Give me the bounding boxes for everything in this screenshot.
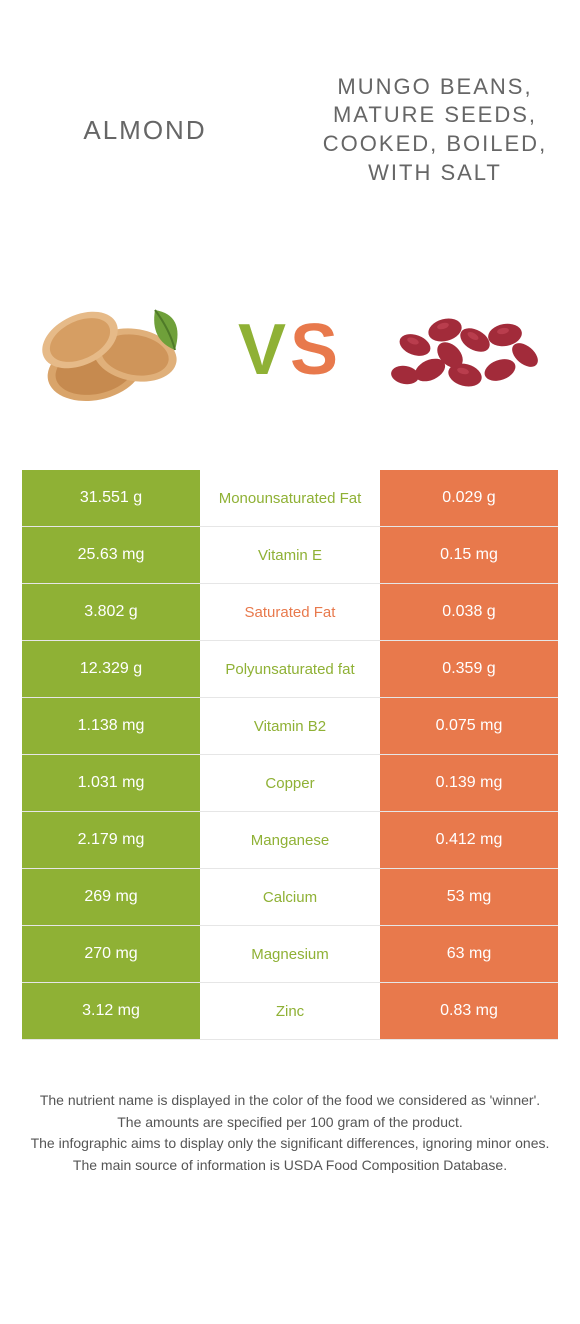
food-title-right: Mungo beans, mature seeds, cooked, boile… (310, 73, 560, 187)
nutrient-name: Monounsaturated Fat (200, 470, 380, 526)
nutrient-row: 3.12 mgZinc0.83 mg (22, 983, 558, 1040)
nutrient-row: 3.802 gSaturated Fat0.038 g (22, 584, 558, 641)
nutrient-name: Zinc (200, 983, 380, 1039)
nutrient-table: 31.551 gMonounsaturated Fat0.029 g25.63 … (0, 440, 580, 1040)
right-value: 53 mg (380, 869, 558, 925)
nutrient-row: 12.329 gPolyunsaturated fat0.359 g (22, 641, 558, 698)
footer-line-4: The main source of information is USDA F… (28, 1155, 552, 1177)
right-value: 0.139 mg (380, 755, 558, 811)
right-value: 0.83 mg (380, 983, 558, 1039)
nutrient-name: Calcium (200, 869, 380, 925)
left-value: 270 mg (22, 926, 200, 982)
left-value: 12.329 g (22, 641, 200, 697)
titles-row: Almond Mungo beans, mature seeds, cooked… (0, 0, 580, 260)
nutrient-row: 31.551 gMonounsaturated Fat0.029 g (22, 470, 558, 527)
left-value: 1.138 mg (22, 698, 200, 754)
images-row: VS (0, 260, 580, 440)
vs-cell: VS (230, 309, 350, 391)
nutrient-name: Saturated Fat (200, 584, 380, 640)
left-value: 31.551 g (22, 470, 200, 526)
footer-line-3: The infographic aims to display only the… (28, 1133, 552, 1155)
nutrient-name: Vitamin E (200, 527, 380, 583)
right-image-cell (350, 285, 580, 415)
footer-line-2: The amounts are specified per 100 gram o… (28, 1112, 552, 1134)
nutrient-name: Vitamin B2 (200, 698, 380, 754)
left-value: 3.802 g (22, 584, 200, 640)
right-value: 0.075 mg (380, 698, 558, 754)
left-value: 2.179 mg (22, 812, 200, 868)
right-value: 0.412 mg (380, 812, 558, 868)
left-value: 269 mg (22, 869, 200, 925)
nutrient-name: Polyunsaturated fat (200, 641, 380, 697)
right-value: 63 mg (380, 926, 558, 982)
right-value: 0.359 g (380, 641, 558, 697)
left-value: 1.031 mg (22, 755, 200, 811)
footer-line-1: The nutrient name is displayed in the co… (28, 1090, 552, 1112)
nutrient-name: Manganese (200, 812, 380, 868)
vs-v: V (238, 310, 290, 390)
footer-notes: The nutrient name is displayed in the co… (0, 1040, 580, 1197)
left-value: 25.63 mg (22, 527, 200, 583)
vs-label: VS (238, 309, 342, 391)
nutrient-row: 269 mgCalcium53 mg (22, 869, 558, 926)
nutrient-row: 270 mgMagnesium63 mg (22, 926, 558, 983)
beans-icon (375, 285, 555, 415)
nutrient-row: 2.179 mgManganese0.412 mg (22, 812, 558, 869)
right-value: 0.029 g (380, 470, 558, 526)
right-value: 0.15 mg (380, 527, 558, 583)
left-title-cell: Almond (0, 95, 290, 166)
nutrient-row: 1.138 mgVitamin B20.075 mg (22, 698, 558, 755)
nutrient-name: Magnesium (200, 926, 380, 982)
nutrient-row: 25.63 mgVitamin E0.15 mg (22, 527, 558, 584)
food-title-left: Almond (83, 115, 206, 146)
nutrient-name: Copper (200, 755, 380, 811)
almond-icon (25, 285, 205, 415)
right-title-cell: Mungo beans, mature seeds, cooked, boile… (290, 53, 580, 207)
left-image-cell (0, 285, 230, 415)
right-value: 0.038 g (380, 584, 558, 640)
left-value: 3.12 mg (22, 983, 200, 1039)
nutrient-row: 1.031 mgCopper0.139 mg (22, 755, 558, 812)
vs-s: S (290, 310, 342, 390)
